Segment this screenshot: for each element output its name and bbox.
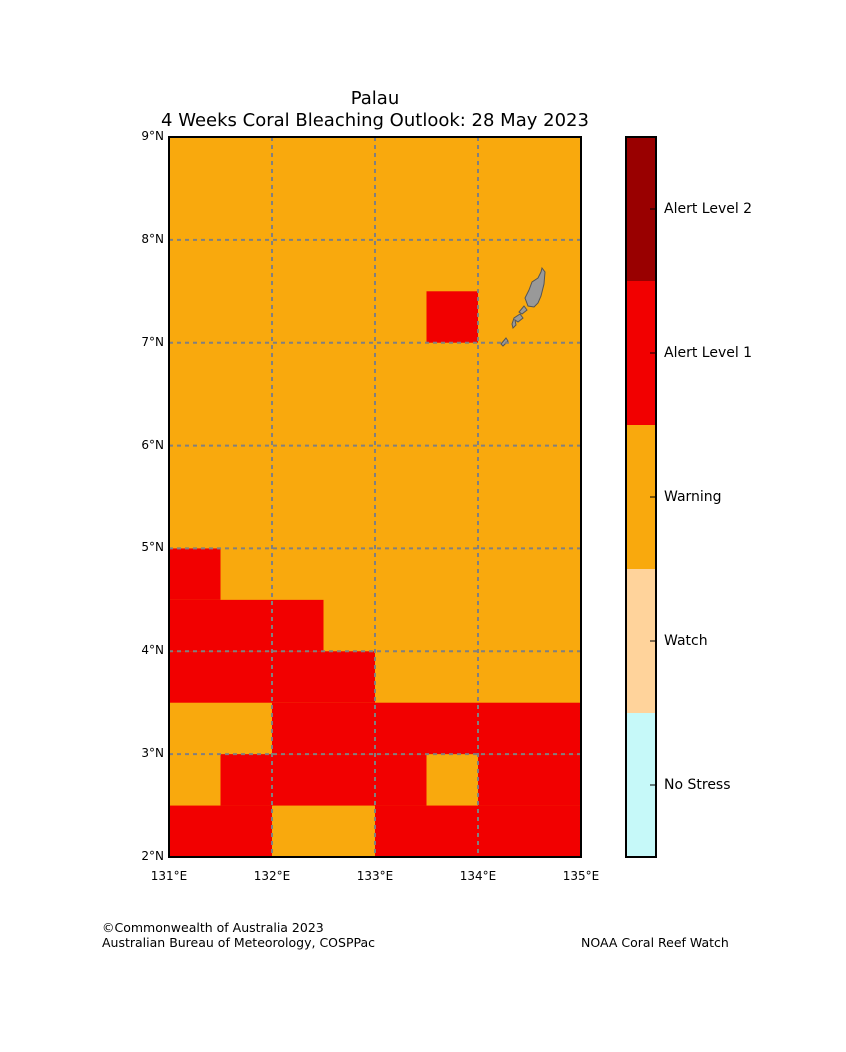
y-tick-label: 7°N: [141, 334, 164, 349]
alert-cell-7: [169, 805, 272, 857]
x-tick-label: 133°E: [356, 869, 394, 883]
y-tick-label: 2°N: [141, 849, 164, 863]
alert-cell-2: [169, 599, 324, 652]
koror-island: [518, 305, 528, 315]
rock-islands: [511, 313, 524, 329]
y-tick-label: 3°N: [141, 746, 164, 761]
agency-text: Australian Bureau of Meteorology, COSPPa…: [102, 935, 375, 950]
alert-cell-5: [220, 754, 427, 806]
y-tick-label: 6°N: [141, 437, 164, 452]
y-tick-label: 9°N: [141, 129, 164, 143]
alert-cell-8: [375, 805, 581, 857]
alert-cell-6: [478, 754, 581, 806]
partner-text: NOAA Coral Reef Watch: [581, 935, 729, 950]
map-title: Palau: [350, 88, 400, 109]
colorbar-frame: [625, 136, 657, 858]
babeldaob-island: [524, 266, 546, 308]
colorbar-label: No Stress: [664, 777, 731, 793]
alert-cell-0: [426, 291, 478, 343]
alert-cell-4: [272, 702, 581, 755]
colorbar-label: Alert Level 2: [664, 201, 753, 217]
peleliu-island: [500, 337, 509, 347]
x-tick-label: 131°E: [150, 869, 188, 883]
x-tick-label: 134°E: [459, 869, 497, 883]
y-tick-label: 8°N: [141, 231, 164, 246]
x-tick-label: 132°E: [253, 869, 291, 883]
colorbar-label: Warning: [664, 489, 722, 505]
y-tick-label: 5°N: [141, 540, 164, 555]
x-tick-label: 135°E: [562, 869, 600, 883]
colorbar-label: Alert Level 1: [664, 345, 753, 361]
map-frame: [168, 136, 582, 858]
y-tick-label: 4°N: [141, 643, 164, 658]
palau-islands: [500, 266, 546, 347]
map-subtitle: 4 Weeks Coral Bleaching Outlook: 28 May …: [161, 110, 589, 131]
colorbar-label: Watch: [664, 633, 708, 649]
alert-cell-1: [169, 548, 221, 600]
copyright-text: ©Commonwealth of Australia 2023: [102, 920, 324, 935]
